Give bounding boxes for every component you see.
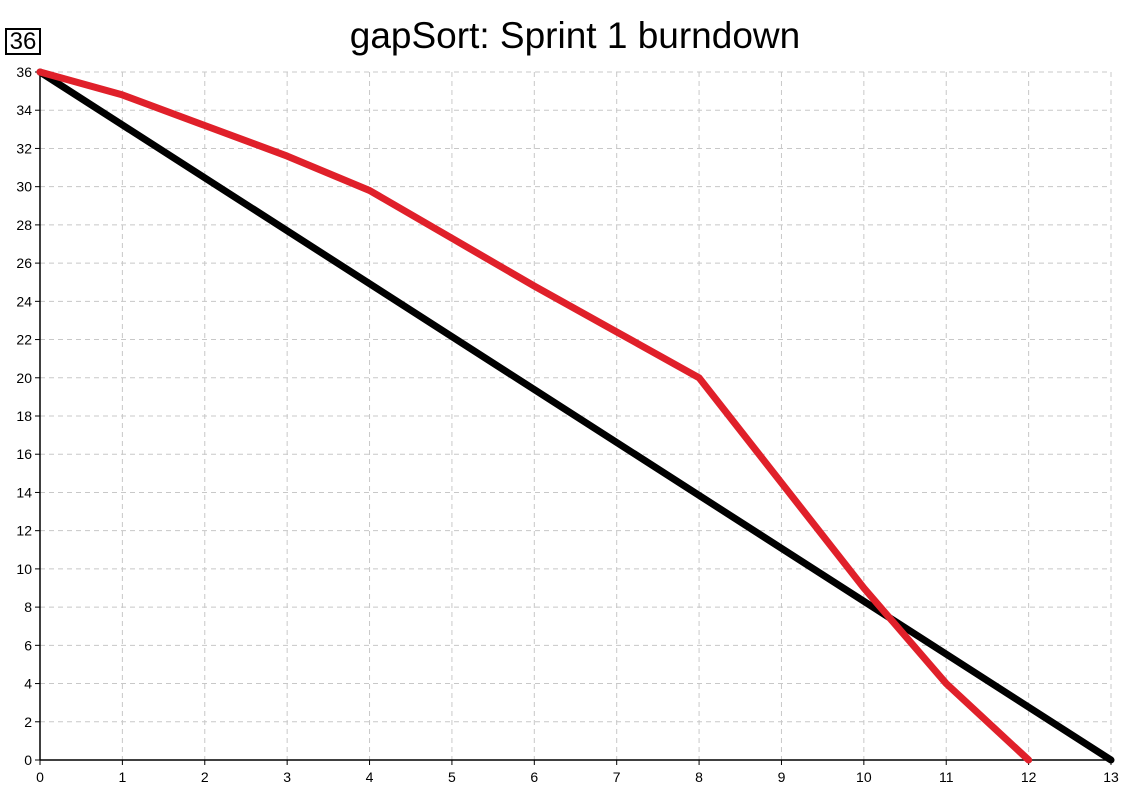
y-tick-label: 2 bbox=[24, 714, 32, 730]
value-badge: 36 bbox=[5, 28, 41, 55]
y-tick-label: 22 bbox=[16, 332, 32, 348]
data-point bbox=[367, 188, 372, 193]
data-point bbox=[779, 480, 784, 485]
y-tick-label: 32 bbox=[16, 140, 32, 156]
y-tick-label: 34 bbox=[16, 102, 32, 118]
y-tick-label: 8 bbox=[24, 599, 32, 615]
y-tick-label: 6 bbox=[24, 637, 32, 653]
y-tick-label: 10 bbox=[16, 561, 32, 577]
x-tick-label: 8 bbox=[695, 769, 703, 785]
tick-labels: 0 1 2 3 4 5 6 7 8 9 10 11 12 130246810121416182022242… bbox=[16, 64, 1119, 785]
data-point bbox=[861, 586, 866, 590]
y-tick-label: 18 bbox=[16, 408, 32, 424]
data-point bbox=[1026, 758, 1031, 762]
y-tick-label: 26 bbox=[16, 255, 32, 271]
y-tick-label: 16 bbox=[16, 446, 32, 462]
axes bbox=[35, 70, 1112, 765]
ideal-burndown-line bbox=[36, 68, 1115, 764]
series-lines bbox=[36, 68, 1115, 764]
x-tick-label: 5 bbox=[448, 769, 456, 785]
x-tick-label: 9 bbox=[778, 769, 786, 785]
x-tick-label: 7 bbox=[613, 769, 621, 785]
x-tick-label: 12 bbox=[1021, 769, 1037, 785]
data-point bbox=[202, 123, 207, 128]
x-tick-label: 4 bbox=[366, 769, 374, 785]
x-tick-label: 13 bbox=[1103, 769, 1119, 785]
x-tick-label: 6 bbox=[530, 769, 538, 785]
chart-title: gapSort: Sprint 1 burndown bbox=[349, 15, 801, 56]
y-tick-label: 24 bbox=[16, 293, 32, 309]
y-tick-label: 30 bbox=[16, 179, 32, 195]
data-point bbox=[944, 681, 949, 686]
x-tick-label: 11 bbox=[939, 769, 954, 785]
grid-lines bbox=[40, 71, 1112, 760]
data-point bbox=[697, 375, 702, 380]
y-tick-label: 0 bbox=[24, 752, 32, 768]
y-tick-label: 4 bbox=[24, 676, 32, 692]
x-tick-label: 1 bbox=[118, 769, 126, 785]
x-tick-label: 3 bbox=[283, 769, 291, 785]
data-point bbox=[120, 92, 125, 97]
y-tick-label: 28 bbox=[16, 217, 32, 233]
data-point bbox=[1109, 758, 1113, 762]
y-tick-label: 36 bbox=[16, 64, 32, 80]
y-tick-label: 20 bbox=[16, 370, 32, 386]
x-tick-label: 10 bbox=[856, 769, 872, 785]
x-tick-label: 0 bbox=[36, 769, 44, 785]
data-point bbox=[532, 284, 537, 289]
data-point bbox=[449, 236, 454, 241]
data-point bbox=[285, 154, 290, 159]
data-point bbox=[614, 329, 619, 334]
y-tick-label: 14 bbox=[16, 484, 32, 500]
y-tick-label: 12 bbox=[16, 523, 32, 539]
data-point bbox=[38, 70, 42, 74]
x-tick-label: 2 bbox=[201, 769, 209, 785]
